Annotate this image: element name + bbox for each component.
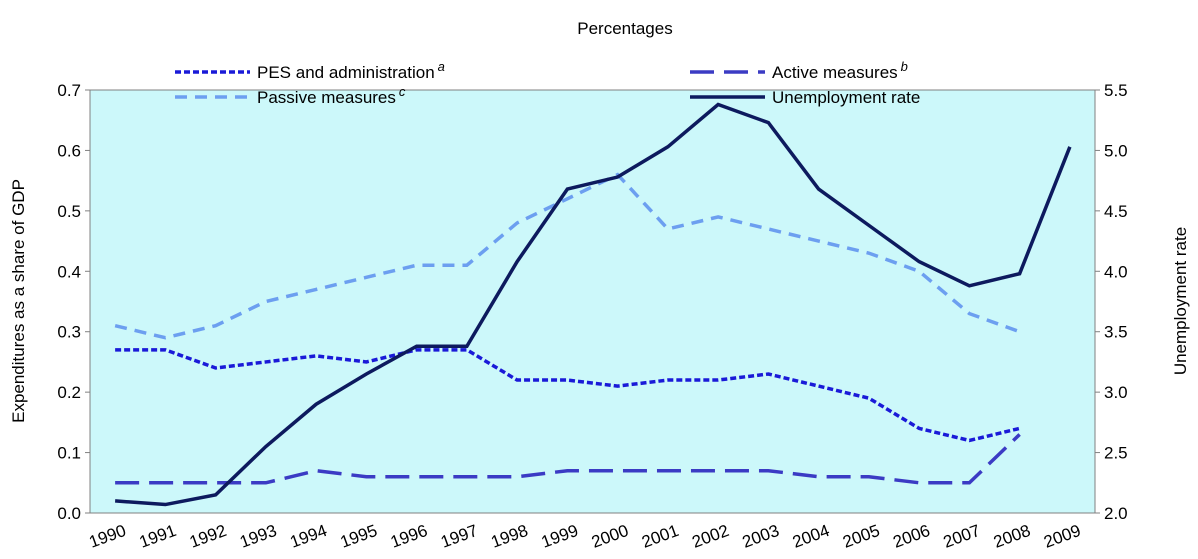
x-tick-label: 2006 — [890, 521, 932, 552]
y2-tick-label: 5.5 — [1104, 81, 1128, 100]
y2-tick-label: 2.5 — [1104, 444, 1128, 463]
y-tick-label: 0.1 — [57, 444, 81, 463]
x-tick-label: 2008 — [991, 521, 1033, 552]
y2-tick-label: 5.0 — [1104, 141, 1128, 160]
x-tick-label: 2003 — [740, 521, 782, 552]
legend-name: PES and administration — [257, 63, 435, 82]
legend-name: Unemployment rate — [772, 88, 920, 107]
y-tick-label: 0.0 — [57, 504, 81, 523]
x-tick-label: 1997 — [438, 521, 480, 552]
x-tick-label: 1993 — [237, 521, 279, 552]
x-tick-label: 2000 — [589, 521, 631, 552]
x-tick-label: 1990 — [86, 521, 128, 552]
y-tick-label: 0.2 — [57, 383, 81, 402]
legend-superscript: b — [901, 59, 908, 74]
legend-label: Unemployment rate — [772, 88, 920, 107]
chart-title: Percentages — [577, 19, 672, 38]
legend-name: Active measures — [772, 63, 898, 82]
x-tick-label: 1996 — [388, 521, 430, 552]
x-tick-label: 2009 — [1041, 521, 1083, 552]
y2-tick-label: 4.5 — [1104, 202, 1128, 221]
series-line — [115, 433, 1021, 485]
y-tick-label: 0.4 — [57, 262, 81, 281]
y-tick-label: 0.7 — [57, 81, 81, 100]
x-tick-label: 1999 — [539, 521, 581, 552]
y2-tick-label: 4.0 — [1104, 262, 1128, 281]
legend-superscript: c — [399, 84, 406, 99]
legend-superscript: a — [438, 59, 445, 74]
legend-name: Passive measures — [257, 88, 396, 107]
x-tick-label: 1994 — [287, 521, 329, 552]
y2-axis-label: Unemployment rate — [1171, 227, 1190, 375]
y2-tick-label: 3.5 — [1104, 323, 1128, 342]
legend-label: PES and administration a — [257, 59, 445, 82]
x-tick-label: 2004 — [790, 521, 832, 552]
x-tick-label: 2001 — [639, 521, 681, 552]
y-tick-label: 0.6 — [57, 141, 81, 160]
x-tick-label: 1991 — [137, 521, 179, 552]
x-tick-label: 1998 — [488, 521, 530, 552]
series-line — [115, 348, 1021, 443]
x-tick-label: 1992 — [187, 521, 229, 552]
series-line — [114, 172, 1021, 340]
x-tick-label: 1995 — [338, 521, 380, 552]
x-tick-label: 2005 — [840, 521, 882, 552]
y2-tick-label: 2.0 — [1104, 504, 1128, 523]
plot-area — [89, 89, 1096, 514]
y-axis-label: Expenditures as a share of GDP — [9, 179, 28, 423]
series-line — [114, 102, 1072, 507]
y-tick-label: 0.5 — [57, 202, 81, 221]
y-tick-label: 0.3 — [57, 323, 81, 342]
legend-label: Passive measures c — [257, 84, 406, 107]
y2-tick-label: 3.0 — [1104, 383, 1128, 402]
x-tick-label: 2007 — [941, 521, 983, 552]
x-tick-label: 2002 — [689, 521, 731, 552]
legend-label: Active measures b — [772, 59, 908, 82]
